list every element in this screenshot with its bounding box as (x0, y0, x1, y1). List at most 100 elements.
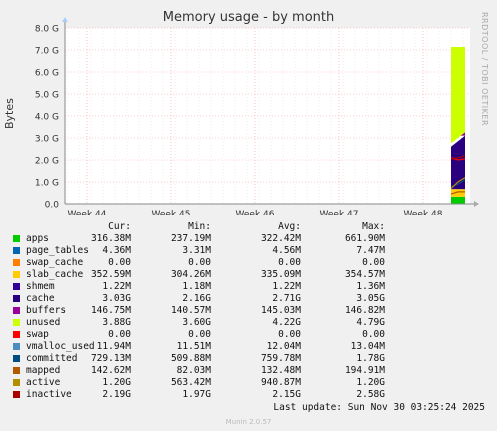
y-tick-label: 8.0 G (35, 25, 59, 35)
legend-max: 0.00 (362, 257, 385, 268)
legend-row-inactive: inactive 2.19G 1.97G 2.15G 2.58G (12, 389, 492, 401)
legend-swatch (13, 235, 20, 242)
legend-cur: 146.75M (90, 305, 131, 316)
chart-title: Memory usage - by month (162, 10, 335, 25)
legend-name: active (26, 377, 61, 388)
legend-swatch (13, 379, 20, 386)
legend-swatch (13, 283, 20, 290)
legend-row-swap: swap 0.00 0.00 0.00 0.00 (12, 329, 492, 341)
legend-cur: 142.62M (90, 365, 131, 376)
legend-swatch (13, 391, 20, 398)
col-avg-header: Avg: (278, 221, 301, 232)
last-update: Last update: Sun Nov 30 03:25:24 2025 (273, 402, 485, 413)
legend-row-active: active 1.20G 563.42M 940.87M 1.20G (12, 377, 492, 389)
legend-swatch (13, 343, 20, 350)
tick-labels: 0.0 1.0 G 2.0 G 3.0 G 4.0 G 5.0 G 6.0 G 7.0 G 8.… (35, 25, 443, 216)
area-cache (451, 135, 465, 190)
y-tick-label: 0.0 (45, 201, 60, 211)
legend-name: inactive (26, 389, 72, 400)
legend-cur: 3.88G (102, 317, 131, 328)
legend-cur: 352.59M (90, 269, 131, 280)
legend-min: 1.97G (182, 389, 211, 400)
legend-rows: apps 316.38M 237.19M 322.42M 661.90M page_tab… (12, 233, 492, 401)
legend-max: 146.82M (344, 305, 385, 316)
legend-row-mapped: mapped 142.62M 82.03M 132.48M 194.91M (12, 365, 492, 377)
legend-swatch (13, 367, 20, 374)
legend-swatch (13, 307, 20, 314)
legend-min: 3.31M (182, 245, 211, 256)
legend-min: 0.00 (188, 329, 211, 340)
line-active (450, 177, 466, 190)
y-tick-label: 6.0 G (35, 69, 59, 79)
legend-cur: 4.36M (102, 245, 131, 256)
legend-avg: 12.04M (266, 341, 301, 352)
legend-name: swap (26, 329, 49, 340)
legend-avg: 2.15G (272, 389, 301, 400)
y-axis-arrow (62, 17, 68, 22)
legend-min: 304.26M (170, 269, 211, 280)
legend-swatch (13, 295, 20, 302)
x-tick-label: Week 48 (404, 210, 443, 215)
legend-cur: 0.00 (108, 329, 131, 340)
legend: Cur: Min: Avg: Max: apps 316.38M 237.19M 32… (12, 221, 492, 401)
area-apps (451, 196, 465, 204)
legend-row-swap-cache: swap_cache 0.00 0.00 0.00 0.00 (12, 257, 492, 269)
legend-row-vmalloc-used: vmalloc_used 11.94M 11.51M 12.04M 13.04M (12, 341, 492, 353)
legend-cur: 0.00 (108, 257, 131, 268)
legend-max: 13.04M (350, 341, 385, 352)
legend-row-page-tables: page_tables 4.36M 3.31M 4.56M 7.47M (12, 245, 492, 257)
memory-chart: 0.0 1.0 G 2.0 G 3.0 G 4.0 G 5.0 G 6.0 G 7.0 G 8.… (35, 17, 479, 216)
legend-cur: 2.19G (102, 389, 131, 400)
legend-swatch (13, 259, 20, 266)
y-tick-label: 5.0 G (35, 91, 59, 101)
legend-name: vmalloc_used (26, 341, 95, 352)
legend-min: 1.18M (182, 281, 211, 292)
munin-version: Munin 2.0.57 (225, 418, 272, 426)
legend-min: 140.57M (170, 305, 211, 316)
legend-avg: 940.87M (260, 377, 301, 388)
stacked-areas (451, 47, 465, 204)
y-tick-label: 1.0 G (35, 179, 59, 189)
x-tick-label: Week 47 (320, 210, 359, 215)
legend-name: buffers (26, 305, 67, 316)
legend-min: 11.51M (176, 341, 211, 352)
legend-name: unused (26, 317, 61, 328)
legend-avg: 132.48M (260, 365, 301, 376)
legend-max: 2.58G (356, 389, 385, 400)
legend-cur: 1.22M (102, 281, 131, 292)
legend-name: slab_cache (26, 269, 84, 280)
legend-name: swap_cache (26, 257, 84, 268)
area-slab-cache (451, 189, 465, 197)
legend-min: 2.16G (182, 293, 211, 304)
rrdtool-watermark: RRDTOOL / TOBI OETIKER (480, 12, 489, 127)
legend-avg: 322.42M (260, 233, 301, 244)
legend-cur: 316.38M (90, 233, 131, 244)
legend-avg: 145.03M (260, 305, 301, 316)
series-lines (450, 155, 466, 195)
legend-name: shmem (26, 281, 55, 292)
axes (62, 17, 479, 207)
legend-max: 4.79G (356, 317, 385, 328)
legend-avg: 0.00 (278, 257, 301, 268)
legend-header: Cur: Min: Avg: Max: (12, 221, 492, 233)
legend-name: committed (26, 353, 78, 364)
legend-avg: 1.22M (272, 281, 301, 292)
legend-max: 0.00 (362, 329, 385, 340)
legend-row-buffers: buffers 146.75M 140.57M 145.03M 146.82M (12, 305, 492, 317)
legend-max: 1.20G (356, 377, 385, 388)
legend-min: 563.42M (170, 377, 211, 388)
legend-min: 237.19M (170, 233, 211, 244)
legend-min: 3.60G (182, 317, 211, 328)
grid-lines (65, 27, 470, 204)
plot-area (65, 28, 470, 204)
legend-cur: 729.13M (90, 353, 131, 364)
col-max-header: Max: (362, 221, 385, 232)
y-tick-label: 7.0 G (35, 47, 59, 57)
legend-swatch (13, 271, 20, 278)
line-mapped (450, 191, 465, 195)
legend-name: mapped (26, 365, 61, 376)
legend-name: page_tables (26, 245, 89, 256)
legend-row-committed: committed 729.13M 509.88M 759.78M 1.78G (12, 353, 492, 365)
legend-max: 7.47M (356, 245, 385, 256)
legend-swatch (13, 331, 20, 338)
